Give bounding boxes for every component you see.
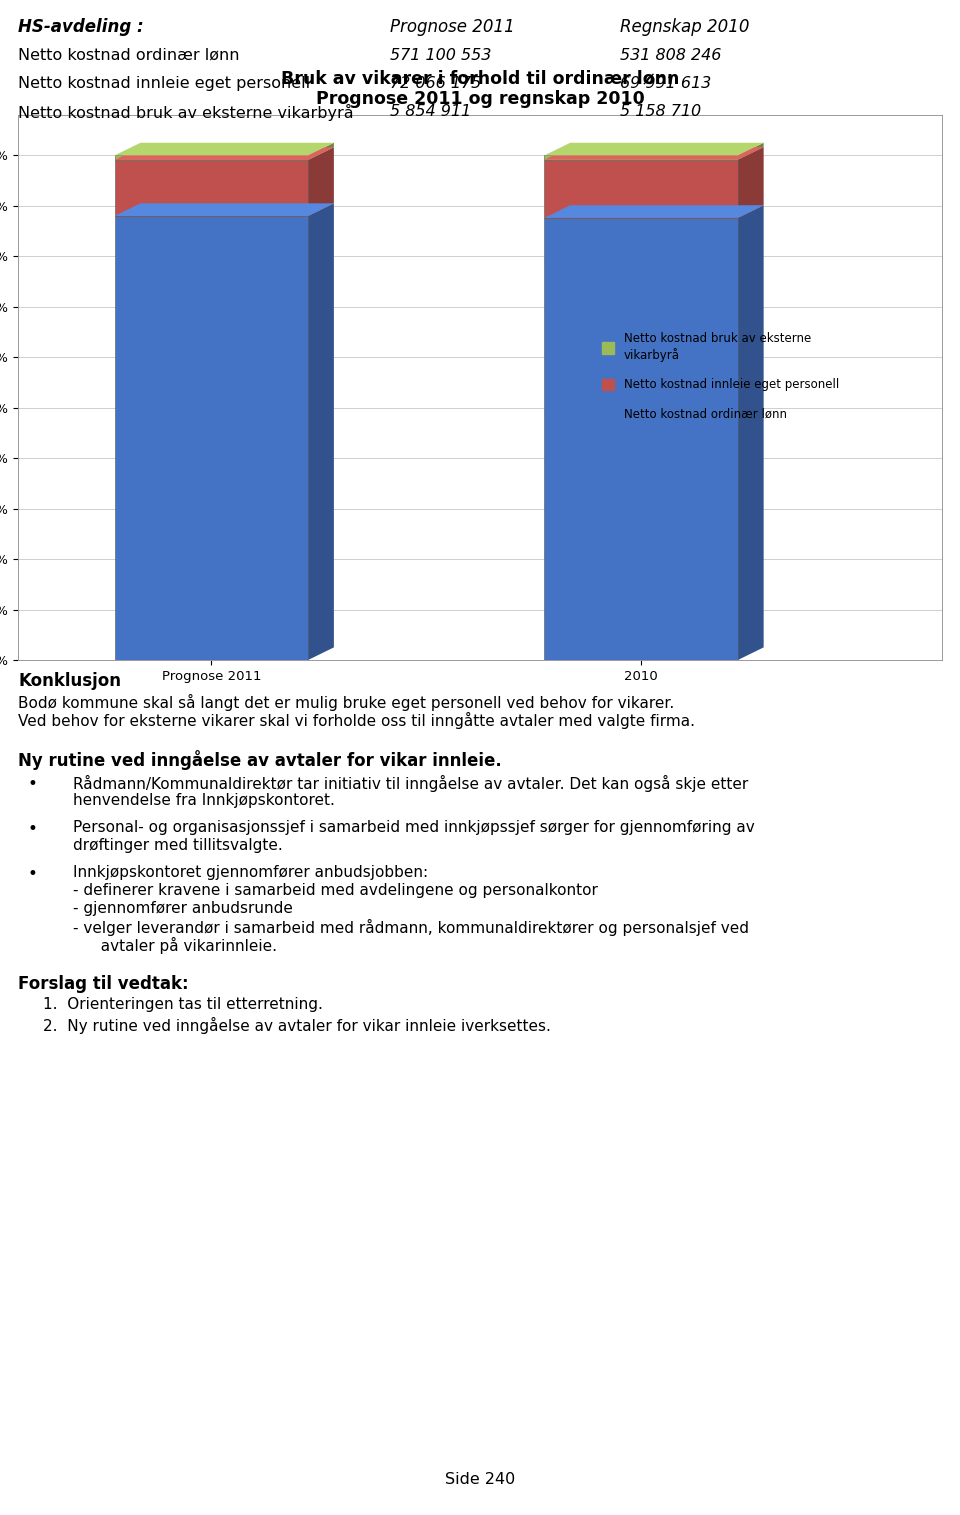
Polygon shape bbox=[544, 205, 763, 218]
Text: Prognose 2011: Prognose 2011 bbox=[390, 18, 515, 36]
Text: drøftinger med tillitsvalgte.: drøftinger med tillitsvalgte. bbox=[73, 838, 283, 853]
Bar bbox=[544, 218, 738, 661]
Text: •: • bbox=[28, 865, 37, 883]
Polygon shape bbox=[738, 205, 763, 661]
Text: - gjennomfører anbudsrunde: - gjennomfører anbudsrunde bbox=[73, 901, 293, 917]
Text: 531 808 246: 531 808 246 bbox=[620, 48, 721, 64]
Text: Netto kostnad ordinær lønn: Netto kostnad ordinær lønn bbox=[18, 48, 239, 64]
Text: Rådmann/Kommunaldirektør tar initiativ til inngåelse av avtaler. Det kan også sk: Rådmann/Kommunaldirektør tar initiativ t… bbox=[73, 776, 748, 792]
Text: 2.  Ny rutine ved inngåelse av avtaler for vikar innleie iverksettes.: 2. Ny rutine ved inngåelse av avtaler fo… bbox=[43, 1017, 551, 1035]
Polygon shape bbox=[308, 147, 334, 217]
Polygon shape bbox=[544, 142, 763, 156]
Text: Konklusjon: Konklusjon bbox=[18, 673, 121, 689]
Bar bbox=[544, 159, 738, 218]
Bar bbox=[114, 217, 308, 661]
Text: 5 158 710: 5 158 710 bbox=[620, 105, 701, 120]
Text: - definerer kravene i samarbeid med avdelingene og personalkontor: - definerer kravene i samarbeid med avde… bbox=[73, 883, 598, 898]
Polygon shape bbox=[114, 147, 334, 161]
Legend: Netto kostnad bruk av eksterne
vikarbyrå, Netto kostnad innleie eget personell, : Netto kostnad bruk av eksterne vikarbyrå… bbox=[597, 327, 844, 426]
Title: Bruk av vikarer i forhold til ordinær lønn
Prognose 2011 og regnskap 2010: Bruk av vikarer i forhold til ordinær lø… bbox=[281, 70, 679, 108]
Polygon shape bbox=[308, 203, 334, 661]
Text: •: • bbox=[28, 820, 37, 838]
Polygon shape bbox=[738, 142, 763, 159]
Text: •: • bbox=[28, 776, 37, 792]
Polygon shape bbox=[114, 142, 334, 156]
Text: Innkjøpskontoret gjennomfører anbudsjobben:: Innkjøpskontoret gjennomfører anbudsjobb… bbox=[73, 865, 428, 880]
Text: 5 854 911: 5 854 911 bbox=[390, 105, 471, 120]
Text: henvendelse fra Innkjøpskontoret.: henvendelse fra Innkjøpskontoret. bbox=[73, 792, 335, 807]
Text: Bodø kommune skal så langt det er mulig bruke eget personell ved behov for vikar: Bodø kommune skal så langt det er mulig … bbox=[18, 694, 674, 711]
Text: Ved behov for eksterne vikarer skal vi forholde oss til inngåtte avtaler med val: Ved behov for eksterne vikarer skal vi f… bbox=[18, 712, 695, 729]
Text: Side 240: Side 240 bbox=[444, 1473, 516, 1488]
Text: HS-avdeling :: HS-avdeling : bbox=[18, 18, 144, 36]
Text: 69 991 613: 69 991 613 bbox=[620, 76, 711, 91]
Text: 72 066 175: 72 066 175 bbox=[390, 76, 481, 91]
Polygon shape bbox=[544, 147, 763, 159]
Text: Personal- og organisasjonssjef i samarbeid med innkjøpssjef sørger for gjennomfø: Personal- og organisasjonssjef i samarbe… bbox=[73, 820, 755, 835]
Polygon shape bbox=[308, 142, 334, 161]
Text: 571 100 553: 571 100 553 bbox=[390, 48, 492, 64]
Polygon shape bbox=[738, 147, 763, 218]
Text: avtaler på vikarinnleie.: avtaler på vikarinnleie. bbox=[91, 936, 277, 954]
Bar bbox=[114, 161, 308, 217]
Polygon shape bbox=[114, 203, 334, 217]
Text: Netto kostnad innleie eget personell: Netto kostnad innleie eget personell bbox=[18, 76, 310, 91]
Text: - velger leverandør i samarbeid med rådmann, kommunaldirektører og personalsjef : - velger leverandør i samarbeid med rådm… bbox=[73, 920, 749, 936]
Text: Forslag til vedtak:: Forslag til vedtak: bbox=[18, 976, 188, 992]
Text: Netto kostnad bruk av eksterne vikarbyrå: Netto kostnad bruk av eksterne vikarbyrå bbox=[18, 105, 353, 121]
Text: Ny rutine ved inngåelse av avtaler for vikar innleie.: Ny rutine ved inngåelse av avtaler for v… bbox=[18, 750, 502, 770]
Bar bbox=[114, 156, 308, 161]
Bar bbox=[544, 156, 738, 159]
Text: 1.  Orienteringen tas til etterretning.: 1. Orienteringen tas til etterretning. bbox=[43, 997, 323, 1012]
Text: Regnskap 2010: Regnskap 2010 bbox=[620, 18, 750, 36]
